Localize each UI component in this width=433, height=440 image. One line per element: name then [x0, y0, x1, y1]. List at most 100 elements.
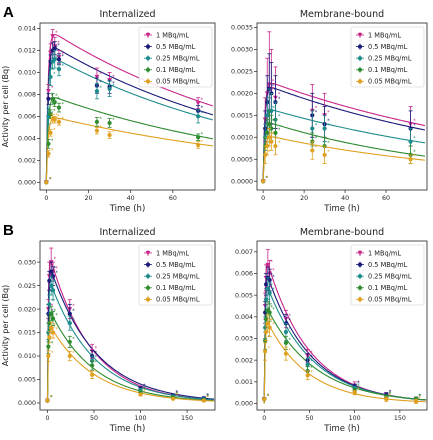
data-point [50, 316, 56, 321]
data-point [201, 398, 206, 403]
data-point [56, 105, 62, 110]
significance-star: * [266, 176, 269, 182]
data-point [50, 330, 56, 335]
significance-star: * [61, 52, 64, 58]
significance-star: * [49, 177, 52, 183]
significance-star: * [270, 318, 273, 324]
data-point [408, 157, 413, 162]
x-axis-label: Time (h) [323, 204, 360, 214]
significance-star: * [270, 305, 273, 311]
legend-label: 1 MBq/mL [156, 249, 189, 257]
data-point [46, 330, 51, 335]
data-point [107, 86, 112, 92]
legend-marker [357, 44, 363, 49]
fit-curve-4 [46, 312, 215, 403]
y-tick-label: 0.0025 [231, 69, 253, 76]
significance-star: * [327, 119, 330, 125]
x-tick-label: 20 [300, 195, 308, 202]
significance-star: * [53, 71, 56, 77]
y-tick-label: 0.0035 [231, 25, 253, 32]
data-point [265, 321, 270, 326]
significance-star: * [327, 149, 330, 155]
legend-label: 0.5 MBq/mL [368, 261, 408, 269]
data-point [94, 128, 100, 133]
significance-star: * [315, 136, 318, 142]
data-point [94, 74, 100, 80]
significance-star: * [54, 322, 57, 328]
significance-star: * [95, 346, 98, 352]
legend-marker [145, 56, 151, 61]
significance-star: * [143, 389, 146, 395]
significance-star: * [272, 132, 275, 138]
data-point [267, 325, 272, 330]
data-point [283, 351, 289, 356]
data-point [67, 321, 72, 326]
data-point [90, 372, 95, 377]
significance-star: * [61, 54, 64, 60]
significance-star: * [266, 176, 269, 182]
chart-2: Membrane-bound Time (h) 0 20 40 60 0.0000 0.000… [231, 9, 428, 214]
significance-star: * [206, 395, 209, 401]
y-tick-label: 0.006 [235, 271, 253, 278]
y-tick-label: 0.020 [18, 306, 36, 313]
legend-marker [357, 262, 363, 267]
legend-marker [145, 285, 151, 290]
data-point [46, 141, 51, 146]
significance-star: * [49, 177, 52, 183]
significance-star: * [143, 383, 146, 389]
data-point [49, 269, 54, 274]
legend-label: 0.05 MBq/mL [368, 296, 412, 304]
y-tick-label: 0.014 [18, 26, 36, 33]
significance-star: * [49, 177, 52, 183]
significance-star: * [56, 327, 59, 333]
data-point [408, 139, 413, 144]
significance-star: * [206, 394, 209, 400]
significance-star: * [112, 83, 115, 89]
significance-star: * [419, 394, 422, 400]
significance-star: * [419, 394, 422, 400]
significance-star: * [272, 322, 275, 328]
plot-title: Membrane-bound [300, 227, 384, 238]
legend-marker [145, 33, 151, 38]
significance-star: * [54, 266, 57, 272]
data-point [267, 290, 272, 296]
significance-star: * [288, 348, 291, 354]
y-tick-label: 0.004 [18, 136, 36, 143]
fit-curve-3 [263, 287, 427, 404]
significance-star: * [272, 288, 275, 294]
significance-star: * [176, 393, 179, 399]
legend-marker [357, 297, 363, 302]
significance-star: * [272, 83, 275, 89]
data-point [310, 148, 315, 153]
plot-frame [39, 22, 216, 191]
significance-star: * [278, 141, 281, 147]
data-point [107, 120, 112, 126]
y-tick-label: 0.000 [18, 400, 36, 407]
plot-title: Internalized [99, 9, 155, 20]
y-tick-label: 0.0010 [231, 134, 253, 141]
legend-label: 1 MBq/mL [156, 31, 189, 39]
significance-star: * [206, 394, 209, 400]
significance-star: * [267, 394, 270, 400]
legend-box [138, 26, 213, 88]
x-tick-label: 50 [90, 415, 98, 422]
significance-star: * [268, 335, 271, 341]
significance-star: * [310, 370, 313, 376]
significance-star: * [99, 86, 102, 92]
legend-box [350, 26, 425, 88]
data-point [56, 57, 62, 62]
significance-star: * [50, 395, 53, 401]
data-point [310, 126, 315, 131]
significance-star: * [413, 123, 416, 129]
y-tick-label: 0.025 [18, 283, 36, 290]
significance-star: * [72, 308, 75, 314]
significance-star: * [52, 299, 55, 305]
legend-label: 0.25 MBq/mL [368, 55, 412, 63]
data-point [56, 119, 62, 124]
significance-star: * [57, 54, 60, 60]
y-tick-label: 0.002 [235, 357, 253, 364]
data-point [263, 152, 268, 157]
significance-star: * [54, 257, 57, 263]
data-point [171, 396, 176, 401]
y-tick-label: 0.010 [18, 353, 36, 360]
